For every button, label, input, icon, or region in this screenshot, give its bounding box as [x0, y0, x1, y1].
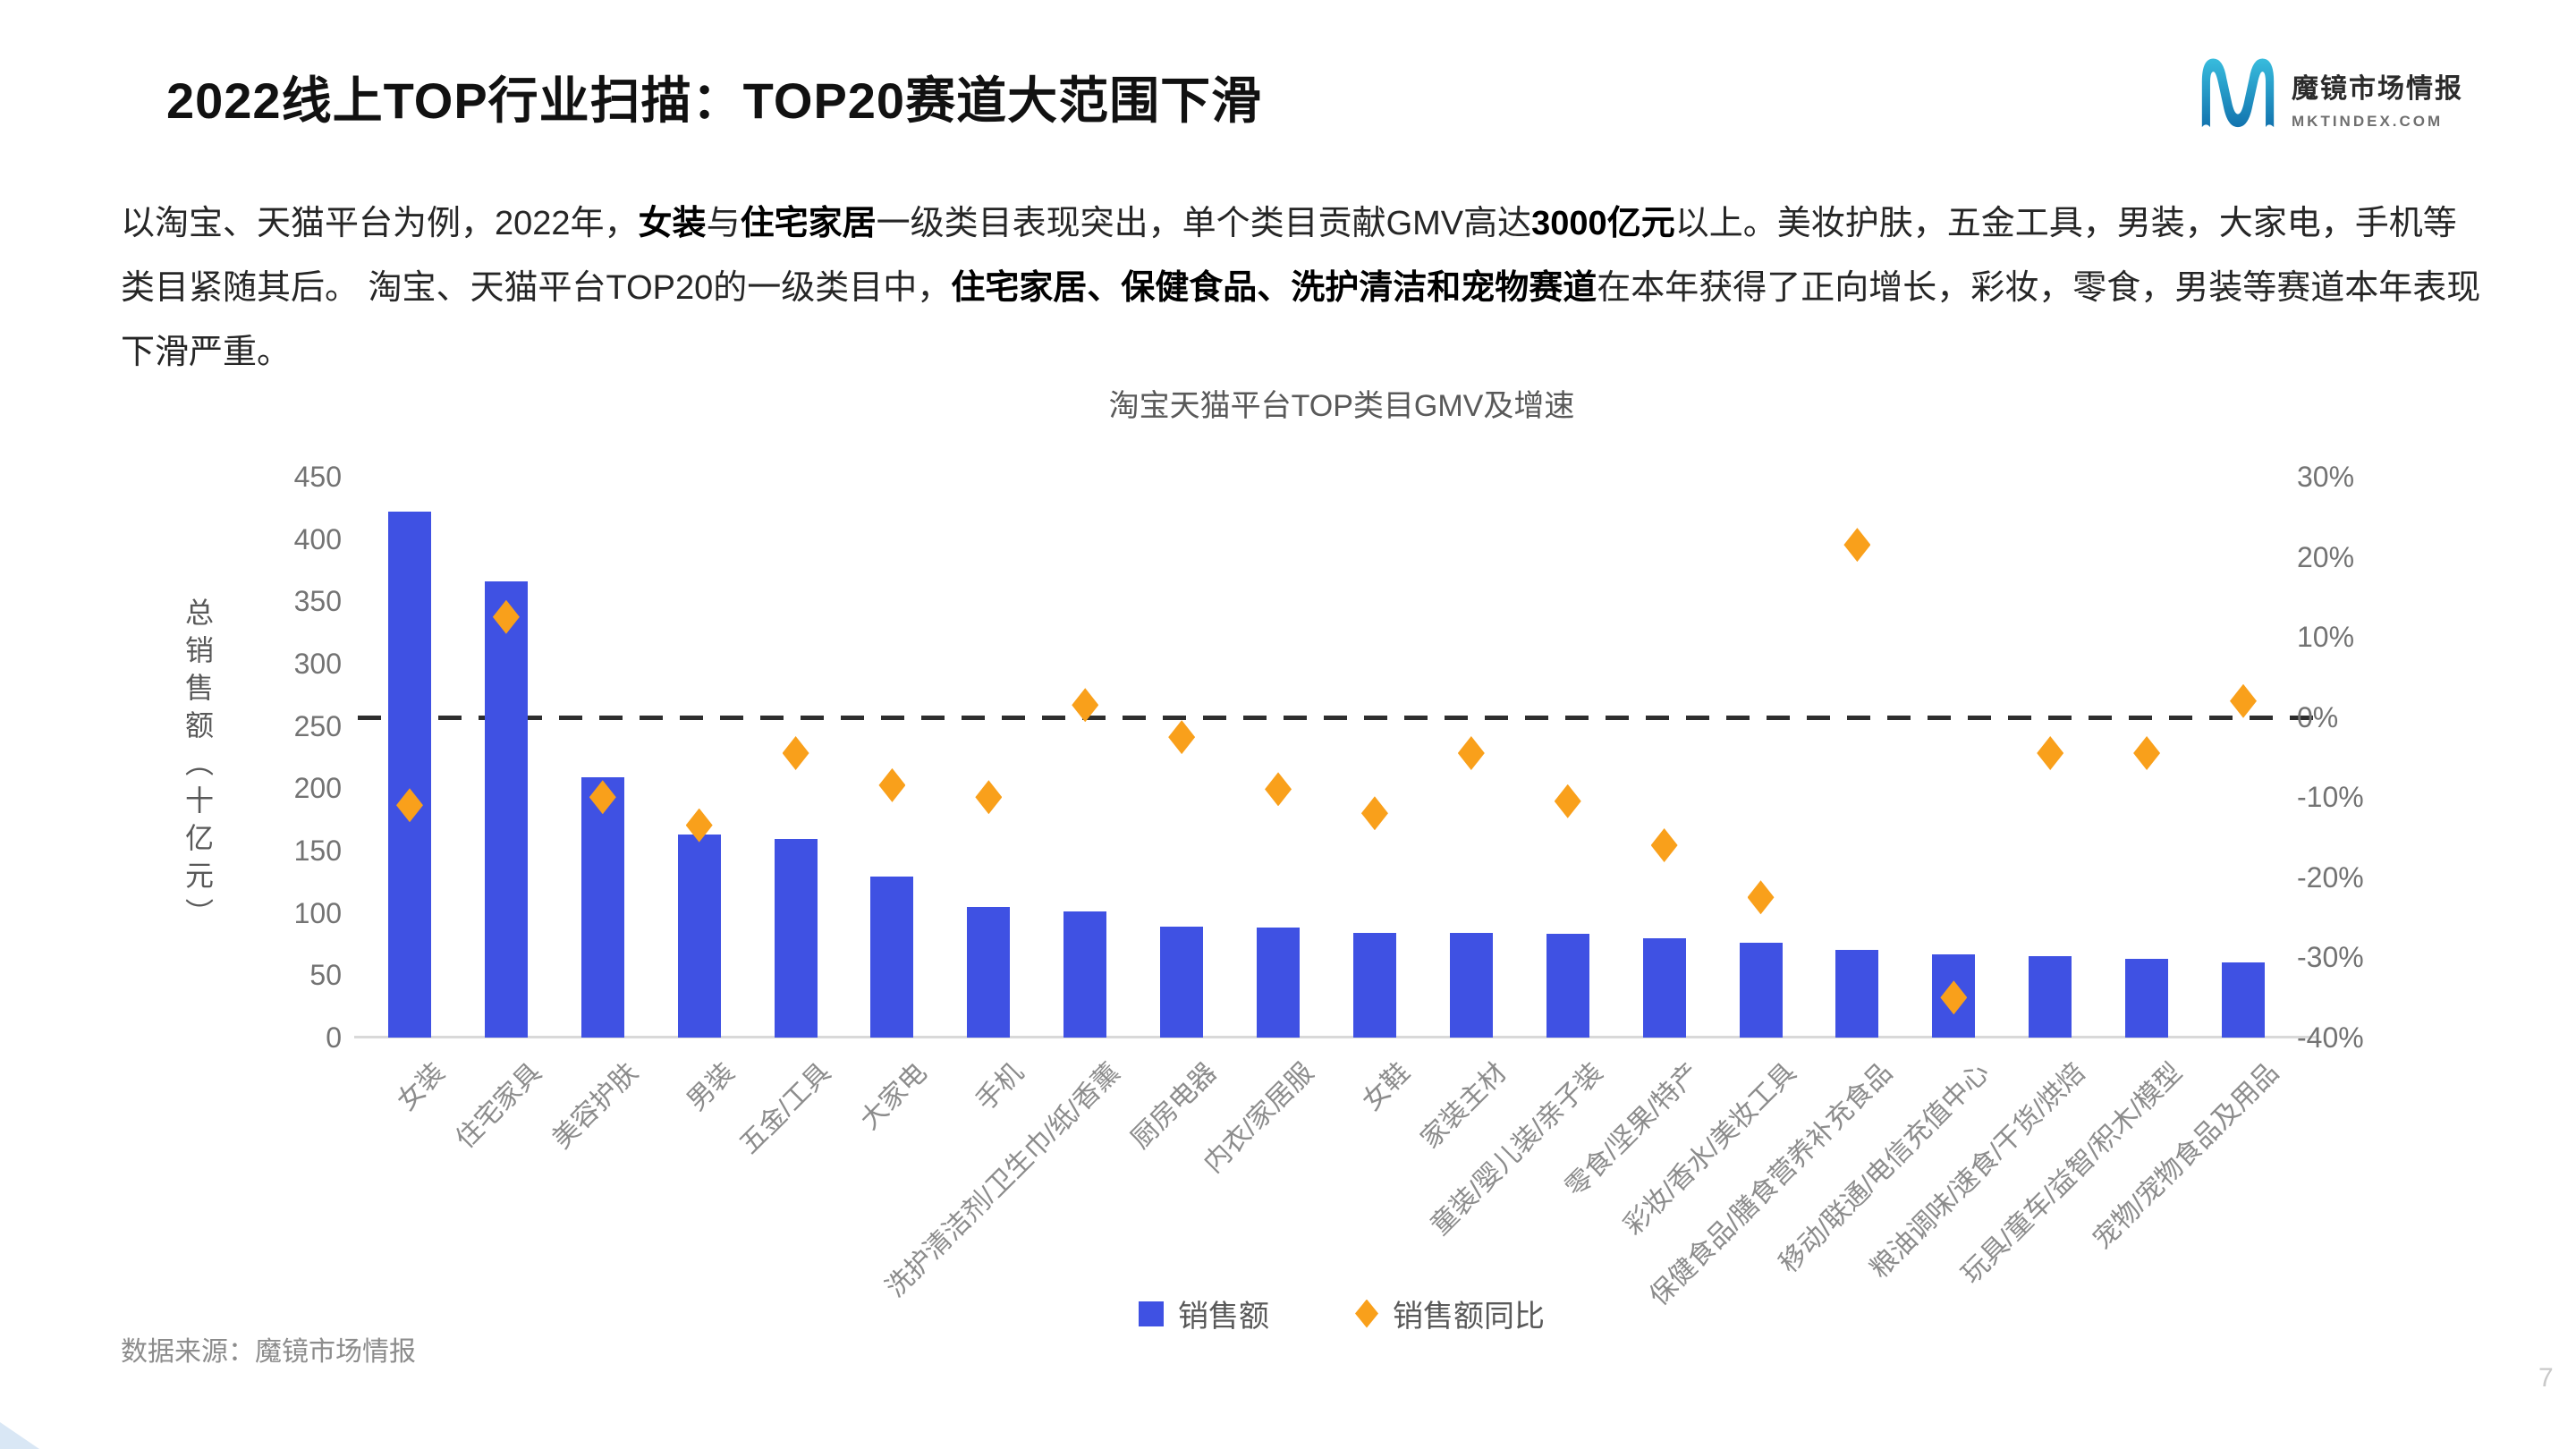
right-axis-tick--10%: -10% [2297, 781, 2364, 814]
intro-line-2: 类目紧随其后。 淘宝、天猫平台TOP20的一级类目中，住宅家居、保健食品、洗护清… [121, 256, 2482, 320]
diamond-18 [2037, 736, 2064, 771]
x-axis-label-1: 女装 [391, 1057, 451, 1117]
intro-text: 类目紧随其后。 淘宝、天猫平台TOP20的一级类目中， [121, 269, 952, 307]
diamond-20 [2230, 683, 2257, 718]
bar-20 [2222, 962, 2265, 1038]
left-axis-tick-150: 150 [293, 835, 342, 867]
diamond-19 [2133, 736, 2161, 771]
x-axis-label-11: 女鞋 [1356, 1057, 1416, 1117]
bar-14 [1642, 937, 1686, 1038]
brand-m-icon [2197, 54, 2279, 129]
diamond-series-swatch-icon [1355, 1299, 1378, 1328]
intro-line-3: 下滑严重。 [121, 320, 2482, 385]
intro-text: 以淘宝、天猫平台为例，2022年， [121, 205, 639, 242]
bar-6 [870, 877, 914, 1038]
intro-highlight: 住宅家居 [740, 205, 877, 242]
bar-11 [1352, 932, 1396, 1038]
x-axis-label-3: 美容护肤 [547, 1057, 644, 1155]
legend-item-yoy: 销售额同比 [1355, 1292, 1545, 1335]
intro-highlight: 住宅家居、保健食品、洗护清洁和宠物赛道 [951, 269, 1597, 307]
brand-domain: MKTINDEX.COM [2292, 113, 2444, 130]
bar-18 [2029, 956, 2072, 1038]
left-axis-tick-350: 350 [293, 585, 342, 618]
diamond-7 [975, 780, 1003, 815]
zero-reference-dashed-line [358, 716, 2313, 720]
right-axis-tick-20%: 20% [2297, 540, 2355, 573]
diamond-6 [878, 767, 906, 802]
intro-line-1: 以淘宝、天猫平台为例，2022年，女装与住宅家居一级类目表现突出，单个类目贡献G… [121, 191, 2482, 256]
page-number: 7 [2538, 1363, 2554, 1393]
legend-item-sales: 销售额 [1139, 1292, 1269, 1335]
bar-5 [774, 839, 818, 1038]
x-axis-label-2: 住宅家具 [450, 1057, 547, 1155]
left-axis-tick-300: 300 [293, 648, 342, 680]
intro-paragraph: 以淘宝、天猫平台为例，2022年，女装与住宅家居一级类目表现突出，单个类目贡献G… [121, 191, 2482, 385]
x-axis-label-7: 手机 [970, 1057, 1030, 1117]
bar-4 [677, 834, 721, 1038]
diamond-12 [1457, 736, 1485, 771]
legend-label-yoy: 销售额同比 [1393, 1300, 1545, 1334]
x-axis-label-6: 大家电 [855, 1057, 934, 1136]
chart-title: 淘宝天猫平台TOP类目GMV及增速 [1108, 389, 1575, 423]
bar-19 [2125, 959, 2169, 1038]
x-axis-label-5: 五金/工具 [734, 1057, 837, 1160]
diamond-14 [1650, 828, 1678, 863]
diamond-13 [1554, 784, 1581, 818]
x-axis-label-13: 童装/婴儿装/亲子装 [1425, 1057, 1609, 1241]
left-axis-tick-0: 0 [326, 1021, 342, 1054]
intro-highlight: 3000亿元 [1531, 205, 1675, 242]
data-source-note: 数据来源：魔镜市场情报 [121, 1337, 416, 1367]
intro-text: 在本年获得了正向增长，彩妆，零食，男装等赛道本年表现 [1597, 269, 2481, 307]
diamond-11 [1360, 796, 1388, 831]
x-axis-label-15: 彩妆/香水/美妆工具 [1618, 1057, 1802, 1241]
bar-15 [1739, 943, 1783, 1038]
left-axis-tick-100: 100 [293, 896, 342, 929]
chart-legend: 销售额 销售额同比 [385, 1292, 2299, 1335]
intro-text: 下滑严重。 [121, 334, 292, 371]
right-axis-tick--40%: -40% [2297, 1021, 2364, 1054]
bar-10 [1257, 928, 1301, 1038]
diamond-15 [1747, 880, 1775, 915]
brand-logo: 魔镜市场情报 MKTINDEX.COM [2197, 54, 2463, 131]
bar-9 [1160, 926, 1204, 1038]
left-axis-tick-200: 200 [293, 772, 342, 805]
bar-13 [1546, 934, 1589, 1038]
bar-2 [484, 581, 528, 1038]
x-axis-label-4: 男装 [681, 1057, 741, 1117]
brand-name: 魔镜市场情报 [2292, 74, 2463, 104]
intro-text: 一级类目表现突出，单个类目贡献GMV高达 [876, 205, 1532, 242]
bar-12 [1449, 932, 1493, 1038]
bar-3 [580, 776, 624, 1038]
diamond-16 [1843, 528, 1871, 563]
y-axis-title: 总销售额（十亿元） [182, 597, 214, 936]
bar-16 [1835, 950, 1879, 1038]
right-axis-tick-30%: 30% [2297, 461, 2355, 493]
right-axis-tick--30%: -30% [2297, 941, 2364, 974]
intro-text: 与 [706, 205, 741, 242]
right-axis-tick-10%: 10% [2297, 621, 2355, 654]
bar-8 [1063, 911, 1107, 1038]
bar-7 [967, 906, 1011, 1038]
diamond-9 [1168, 720, 1196, 755]
left-axis-tick-400: 400 [293, 522, 342, 555]
intro-highlight: 女装 [638, 205, 707, 242]
page-title: 2022线上TOP行业扫描：TOP20赛道大范围下滑 [166, 72, 1263, 129]
left-axis-tick-450: 450 [293, 461, 342, 493]
right-axis-tick-0%: 0% [2297, 700, 2339, 733]
x-axis-line [354, 1036, 2318, 1038]
diamond-5 [782, 736, 809, 771]
left-axis-tick-50: 50 [309, 959, 342, 992]
legend-label-sales: 销售额 [1178, 1300, 1269, 1334]
bar-series-swatch-icon [1139, 1301, 1164, 1326]
brand-text: 魔镜市场情报 MKTINDEX.COM [2292, 54, 2463, 131]
bar-1 [388, 512, 431, 1038]
left-axis-tick-250: 250 [293, 709, 342, 742]
intro-text: 以上。美妆护肤，五金工具，男装，大家电，手机等 [1674, 205, 2457, 242]
diamond-10 [1265, 772, 1292, 807]
corner-decoration [0, 1422, 39, 1449]
right-axis-tick--20%: -20% [2297, 860, 2364, 894]
